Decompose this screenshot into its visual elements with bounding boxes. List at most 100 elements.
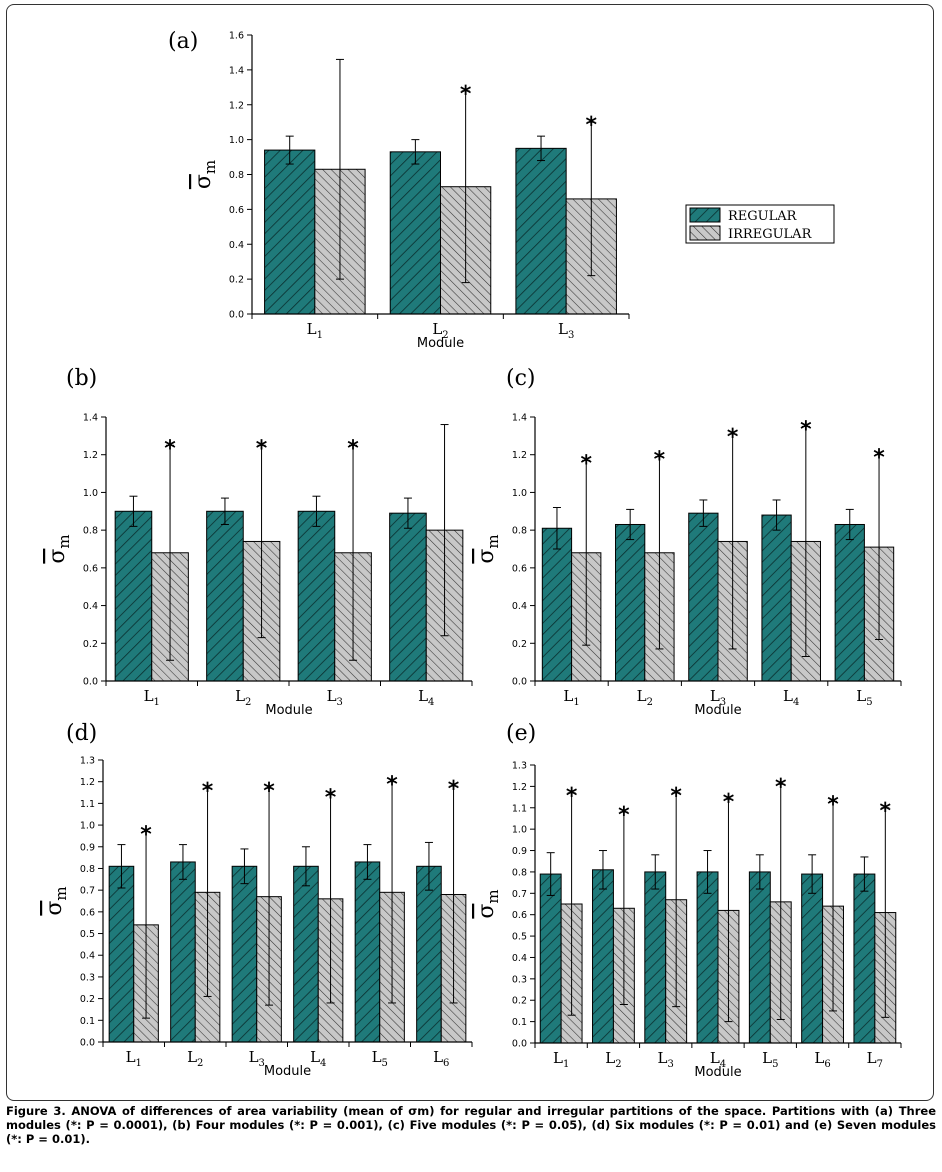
y-tick-label: 0.0 [512,1039,527,1050]
x-tick-label-L4: L4 [418,687,434,708]
panel-b: (b) * * * 0.0 0.2 0.4 0.6 0.8 1.0 1.2 1.4 L1 L2 L3 L4 Mo… [45,366,473,718]
significance-star: * [580,451,592,476]
legend-swatch-regular [689,207,721,223]
y-tick-label: 0.9 [80,842,95,853]
x-tick-label-L4: L4 [783,687,799,708]
x-tick-label-L1: L1 [126,1048,142,1069]
bar-regular-L1 [264,149,316,315]
y-tick-label: 0.2 [229,275,244,286]
y-tick-label: 0.4 [229,240,244,251]
significance-star: * [460,82,472,107]
y-tick-label: 0.0 [80,1038,95,1049]
x-tick-label-L3: L3 [710,687,726,708]
y-tick-label: 1.3 [80,756,95,767]
panel-label: (a) [168,29,198,54]
bar-regular-L6 [801,873,824,1044]
significance-star: * [448,777,460,802]
significance-star: * [723,790,735,815]
x-tick-label-L2: L2 [187,1048,203,1069]
y-tick-label: 1.0 [229,135,244,146]
legend: REGULAR IRREGULAR [685,204,835,244]
y-tick-label: 1.0 [83,488,98,499]
x-tick-label-L4: L4 [710,1049,726,1070]
bar-regular-L4 [389,512,427,682]
panel-label: (b) [66,366,97,391]
y-tick-label: 1.4 [512,413,527,424]
y-tick-label: 0.1 [80,1016,95,1027]
x-tick-label-L6: L6 [433,1048,449,1069]
y-tick-label: 0.3 [512,974,527,985]
bar-regular-L6 [416,865,442,1043]
significance-star: * [386,773,398,798]
panel-label: (e) [506,721,536,746]
panel-a: (a) * * 0.0 0.2 0.4 0.6 0.8 1.0 1.2 1.4 1.6 L1 L2 L3 Mo… [168,29,630,351]
x-tick-label-L4: L4 [310,1048,326,1069]
x-tick-label-L2: L2 [605,1049,621,1070]
x-tick-label-L1: L1 [144,687,160,708]
bar-regular-L2 [592,869,614,1044]
bar-regular-L2 [615,523,646,682]
x-tick-label-L5: L5 [372,1048,388,1069]
y-tick-label: 0.8 [80,864,95,875]
bar-regular-L3 [297,510,336,682]
y-tick-label: 1.3 [512,761,527,772]
bar-regular-L4 [761,514,792,682]
x-tick-label-L2: L2 [432,320,448,341]
significance-star: * [727,425,739,450]
y-tick-label: 0.6 [512,910,527,921]
x-axis-title: Module [417,336,464,351]
y-tick-label: 0.7 [80,886,95,897]
y-tick-label: 0.3 [80,972,95,983]
panel-d: (d) * * * * * * 0.0 0.1 0.2 0.3 0.4 0.5 0.6 0.7 0.8 0.9 1… [42,721,473,1079]
x-tick-label-L3: L3 [658,1049,674,1070]
x-tick-label-L1: L1 [307,320,323,341]
y-tick-label: 0.1 [512,1017,527,1028]
x-tick-label-L3: L3 [558,320,574,341]
bar-regular-L3 [515,147,567,315]
y-tick-label: 1.6 [229,31,244,42]
y-tick-label: 0.5 [512,932,527,943]
significance-star: * [164,436,176,461]
legend-swatch-irregular [689,225,721,241]
figure-chart-area: (a) * * 0.0 0.2 0.4 0.6 0.8 1.0 1.2 1.4 1.6 L1 L2 L3 Mo… [42,29,902,1080]
y-tick-label: 1.2 [512,450,527,461]
significance-star: * [618,803,630,828]
significance-star: * [325,786,337,811]
bar-regular-L3 [644,871,667,1044]
y-tick-label: 0.4 [83,601,98,612]
x-axis-title: Module [264,1064,311,1079]
bar-regular-L2 [170,861,196,1043]
panel-label: (c) [506,366,536,391]
x-tick-label-L1: L1 [563,687,579,708]
x-axis-title: Module [694,1065,741,1080]
significance-star: * [880,799,892,824]
bar-regular-L3 [688,512,719,682]
significance-star: * [263,779,275,804]
y-tick-label: 1.1 [512,803,527,814]
significance-star: * [654,448,666,473]
x-tick-label-L1: L1 [553,1049,569,1070]
y-tick-label: 0.2 [512,639,527,650]
y-tick-label: 0.6 [80,907,95,918]
bar-regular-L1 [541,527,573,682]
y-tick-label: 0.8 [83,526,98,537]
x-tick-label-L2: L2 [637,687,653,708]
y-tick-label: 0.4 [512,601,527,612]
x-tick-label-L7: L7 [867,1049,883,1070]
y-tick-label: 0.0 [229,310,244,321]
y-tick-label: 0.7 [512,889,527,900]
bar-regular-L5 [834,523,865,682]
bar-regular-L3 [231,865,258,1043]
y-axis-title: σm [474,889,502,918]
panel-label: (d) [66,721,97,746]
bar-regular-L2 [389,151,442,315]
x-tick-label-L2: L2 [235,687,251,708]
significance-star: * [670,784,682,809]
y-tick-label: 0.4 [512,953,527,964]
y-tick-label: 0.6 [512,563,527,574]
y-tick-label: 0.8 [512,867,527,878]
bar-regular-L1 [539,873,562,1044]
significance-star: * [140,823,152,848]
bar-regular-L7 [853,873,876,1044]
significance-star: * [256,436,268,461]
